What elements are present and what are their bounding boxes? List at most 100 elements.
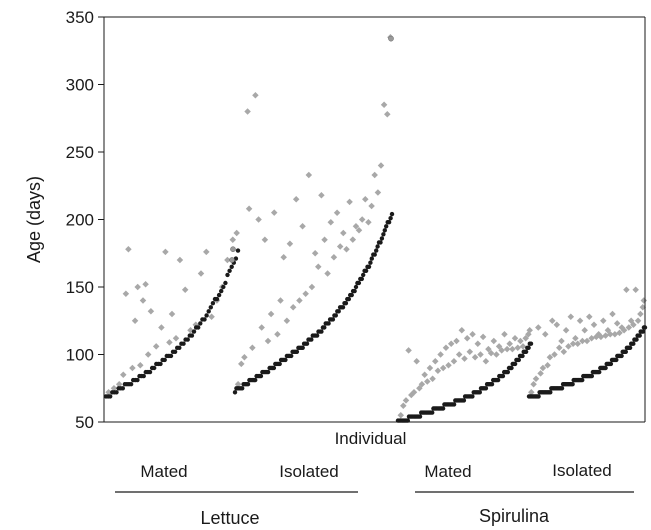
point-dark-spirulina-isolated-95 [627, 345, 633, 350]
point-light-lettuce-mated-9 [137, 362, 144, 369]
point-light-spirulina-mated-24 [461, 355, 468, 362]
axes-layer [98, 16, 646, 493]
point-dark-lettuce-isolated-5 [240, 386, 245, 391]
point-dark-lettuce-isolated-50 [304, 341, 310, 346]
point-dark-spirulina-isolated-59 [589, 373, 594, 379]
point-dark-lettuce-isolated-47 [300, 345, 305, 350]
point-dark-spirulina-mated-109 [528, 341, 534, 346]
point-light-spirulina-mated-36 [493, 351, 500, 358]
point-light-spirulina-isolated-26 [588, 335, 595, 342]
point-dark-spirulina-mated-90 [505, 369, 510, 375]
point-dark-lettuce-mated-2 [108, 394, 113, 399]
point-dark-spirulina-isolated-98 [631, 341, 636, 346]
point-light-lettuce-isolated-6 [252, 92, 259, 99]
point-highlight-1 [229, 257, 235, 263]
point-light-spirulina-mated-23 [458, 326, 466, 334]
subgroup-label-lettuce-isolated: Isolated [279, 462, 339, 481]
point-dark-lettuce-isolated-81 [349, 292, 354, 298]
point-dark-lettuce-mated-55 [219, 288, 224, 294]
x-axis-label: Individual [335, 429, 407, 448]
point-light-lettuce-isolated-9 [261, 236, 269, 243]
point-dark-lettuce-isolated-103 [381, 232, 386, 237]
y-tick-label-150: 150 [66, 278, 94, 297]
point-light-spirulina-isolated-19 [572, 335, 579, 342]
point-dark-lettuce-isolated-43 [294, 349, 300, 354]
point-light-spirulina-isolated-40 [620, 326, 628, 334]
point-dark-spirulina-isolated-87 [619, 353, 624, 359]
point-light-spirulina-isolated-42 [625, 324, 633, 331]
point-light-lettuce-mated-4 [122, 290, 130, 297]
point-dark-lettuce-isolated-27 [271, 365, 277, 371]
point-light-spirulina-mated-29 [474, 340, 482, 347]
subgroup-label-spirulina-mated: Mated [424, 462, 471, 481]
point-light-lettuce-isolated-24 [308, 283, 316, 291]
point-light-spirulina-mated-45 [517, 337, 524, 345]
point-light-spirulina-isolated-25 [586, 313, 593, 320]
point-dark-lettuce-mated-15 [135, 377, 140, 383]
point-light-spirulina-mated-49 [526, 326, 533, 334]
point-dark-lettuce-isolated-70 [333, 313, 338, 318]
point-dark-spirulina-mated-67 [477, 390, 482, 395]
point-light-lettuce-mated-2 [115, 380, 123, 388]
point-dark-lettuce-mated-35 [177, 345, 182, 350]
point-dark-spirulina-mated-107 [526, 345, 531, 350]
point-light-spirulina-mated-37 [495, 343, 503, 350]
point-light-spirulina-isolated-10 [551, 351, 558, 358]
point-dark-lettuce-mated-42 [191, 329, 197, 334]
point-light-lettuce-isolated-46 [377, 162, 385, 169]
point-dark-lettuce-mated-54 [216, 292, 222, 298]
point-light-spirulina-mated-17 [442, 344, 450, 351]
point-dark-lettuce-mated-21 [147, 369, 153, 375]
point-light-lettuce-isolated-7 [255, 216, 262, 223]
point-dark-lettuce-mated-57 [223, 280, 228, 286]
point-light-spirulina-mated-40 [503, 345, 511, 353]
point-light-lettuce-mated-1 [110, 384, 118, 392]
point-light-spirulina-mated-21 [453, 337, 460, 345]
point-dark-spirulina-isolated-72 [603, 365, 608, 371]
point-light-spirulina-isolated-31 [600, 317, 607, 324]
point-light-lettuce-isolated-23 [305, 171, 313, 179]
point-light-lettuce-isolated-5 [249, 344, 256, 351]
point-light-lettuce-mated-17 [166, 339, 173, 346]
point-light-spirulina-isolated-38 [616, 329, 623, 337]
point-light-spirulina-isolated-36 [611, 330, 619, 338]
point-light-spirulina-mated-9 [421, 371, 428, 378]
point-highlight-0 [388, 35, 394, 42]
point-light-spirulina-isolated-24 [583, 337, 591, 345]
point-light-lettuce-mated-18 [168, 310, 176, 318]
point-dark-lettuce-mated-26 [158, 361, 163, 367]
point-light-spirulina-mated-38 [498, 347, 505, 354]
point-light-spirulina-mated-14 [434, 367, 442, 374]
point-dark-spirulina-mated-72 [483, 386, 489, 391]
point-light-spirulina-isolated-13 [558, 337, 565, 345]
point-light-lettuce-isolated-2 [241, 353, 248, 361]
point-highlight-2 [230, 246, 236, 252]
point-light-spirulina-isolated-7 [544, 362, 551, 369]
point-light-lettuce-mated-24 [197, 270, 205, 277]
point-light-lettuce-mated-8 [134, 283, 141, 291]
point-dark-lettuce-mated-45 [198, 321, 203, 326]
point-dark-spirulina-mated-93 [509, 365, 514, 371]
point-light-spirulina-mated-8 [418, 380, 426, 388]
point-light-spirulina-mated-11 [426, 364, 434, 372]
point-light-lettuce-isolated-11 [267, 310, 275, 318]
point-light-spirulina-mated-25 [463, 335, 471, 342]
point-light-lettuce-isolated-14 [277, 297, 284, 304]
point-light-spirulina-mated-12 [429, 375, 436, 383]
point-light-spirulina-mated-13 [432, 357, 439, 365]
point-light-lettuce-mated-14 [152, 343, 160, 350]
point-light-lettuce-isolated-32 [333, 209, 341, 216]
point-light-lettuce-isolated-1 [238, 360, 245, 368]
point-light-spirulina-isolated-37 [613, 320, 621, 327]
point-light-spirulina-mated-33 [485, 345, 492, 353]
point-dark-lettuce-mated-44 [196, 325, 201, 330]
point-light-spirulina-mated-26 [466, 348, 474, 356]
point-light-spirulina-isolated-1 [530, 380, 537, 388]
point-dark-lettuce-isolated-53 [309, 337, 314, 342]
point-light-lettuce-mated-3 [120, 371, 127, 378]
point-dark-lettuce-isolated-62 [322, 325, 327, 330]
point-dark-spirulina-isolated-77 [608, 361, 614, 367]
point-dark-lettuce-mated-58 [225, 272, 230, 278]
point-light-lettuce-mated-6 [129, 364, 136, 372]
point-light-lettuce-isolated-33 [336, 243, 344, 250]
